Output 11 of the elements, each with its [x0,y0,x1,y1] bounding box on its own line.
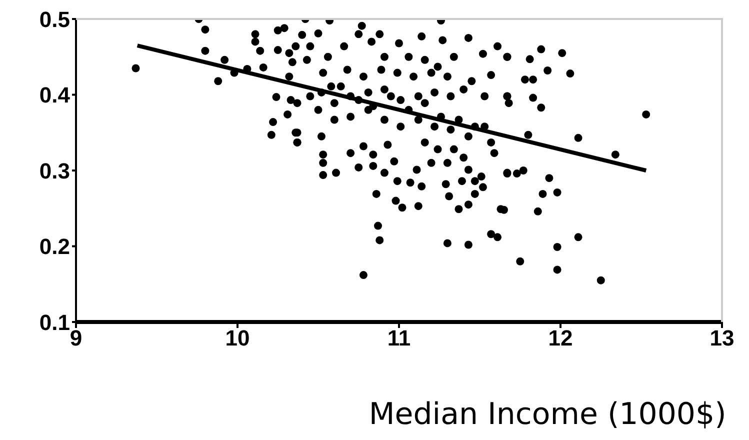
x-tick-label: 12 [548,326,573,351]
y-tick-label: 0.3 [39,158,70,184]
y-tick-label: 0.2 [39,234,70,260]
y-tick-label: 0.5 [39,6,70,32]
y-tick-label: 0.4 [39,82,71,108]
y-tick-label: 0.1 [39,310,70,335]
x-axis-title: Median Income (1000$) [368,397,726,432]
x-tick-label: 10 [225,326,250,351]
x-tick-label: 13 [710,326,734,351]
x-tick-label: 9 [70,326,82,351]
x-tick-label: 11 [387,326,411,351]
